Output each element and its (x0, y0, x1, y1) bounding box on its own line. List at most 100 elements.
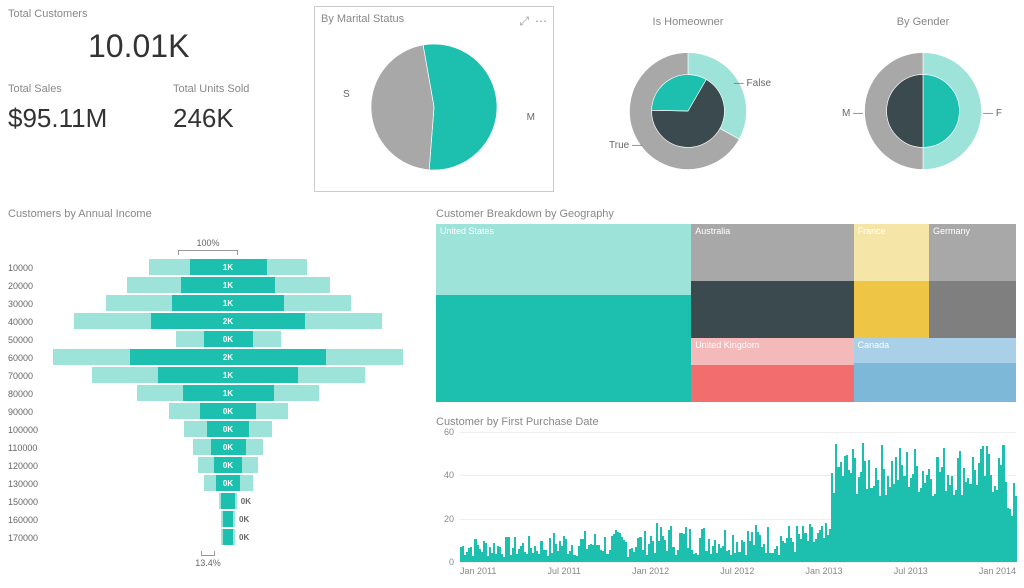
funnel-value-label: 0K (239, 515, 249, 524)
chart-title: By Gender (828, 16, 1018, 28)
donut-label-false: — False (734, 78, 771, 89)
chart-title: By Marital Status (321, 13, 404, 25)
funnel-top-bracket (178, 250, 238, 255)
purchase-y-axis: 0204060 (436, 432, 458, 562)
funnel-row[interactable]: 0K (48, 403, 408, 419)
funnel-value-label: 0K (223, 479, 233, 488)
income-category: 70000 (8, 367, 48, 385)
pie-slice-label: M (527, 112, 535, 123)
income-category: 40000 (8, 313, 48, 331)
income-category: 90000 (8, 403, 48, 421)
funnel-value-label: 0K (223, 461, 233, 470)
x-tick-label: Jan 2012 (632, 566, 669, 576)
kpi-total-units[interactable]: Total Units Sold 246K (173, 83, 308, 134)
chart-title: Is Homeowner (588, 16, 788, 28)
treemap-cell[interactable]: United States (436, 224, 691, 295)
x-tick-label: Jan 2013 (806, 566, 843, 576)
homeowner-donut-chart[interactable] (623, 46, 753, 176)
treemap-cell[interactable]: Canada (854, 338, 1016, 363)
treemap-cell[interactable] (436, 295, 691, 402)
funnel-row[interactable]: 0K (48, 475, 408, 491)
funnel-value-label: 0K (223, 425, 233, 434)
treemap-cell[interactable] (854, 281, 929, 338)
funnel-value-label: 1K (223, 263, 233, 272)
kpi-area: Total Customers 10.01K Total Sales $95.1… (8, 8, 308, 134)
funnel-value-label: 0K (239, 533, 249, 542)
funnel-value-label: 0K (241, 497, 251, 506)
income-category: 30000 (8, 295, 48, 313)
marital-status-tile[interactable]: By Marital Status ⤢ ⋯ M S (314, 6, 554, 192)
purchase-x-axis: Jan 2011Jul 2011Jan 2012Jul 2012Jan 2013… (460, 566, 1016, 576)
treemap-cell[interactable] (854, 363, 1016, 402)
funnel-value-label: 1K (223, 299, 233, 308)
funnel-row[interactable]: 0K (48, 421, 408, 437)
funnel-row[interactable]: 0K (48, 511, 408, 527)
funnel-row[interactable]: 1K (48, 277, 408, 293)
income-tile[interactable]: Customers by Annual Income 100% 10000200… (8, 208, 408, 580)
funnel-value-label: 2K (223, 317, 233, 326)
funnel-value-label: 2K (223, 353, 233, 362)
treemap-cell[interactable] (929, 281, 1016, 338)
income-category: 20000 (8, 277, 48, 295)
income-y-axis: 1000020000300004000050000600007000080000… (8, 259, 48, 547)
treemap-cell[interactable] (691, 281, 853, 338)
funnel-value-label: 0K (223, 407, 233, 416)
donut-label-true: True — (609, 140, 642, 151)
funnel-row[interactable]: 1K (48, 367, 408, 383)
chart-title: Customers by Annual Income (8, 208, 408, 220)
kpi-value: 10.01K (88, 28, 308, 65)
purchase-tile[interactable]: Customer by First Purchase Date 0204060 … (436, 416, 1016, 584)
funnel-bottom-label: 13.4% (8, 558, 408, 568)
treemap-cell[interactable]: United Kingdom (691, 338, 853, 365)
treemap-cell[interactable]: France (854, 224, 929, 281)
homeowner-tile[interactable]: Is Homeowner — False True — (588, 16, 788, 181)
funnel-row[interactable]: 2K (48, 313, 408, 329)
x-tick-label: Jan 2011 (460, 566, 496, 576)
funnel-row[interactable]: 0K (48, 331, 408, 347)
focus-mode-icon[interactable]: ⤢ (519, 14, 529, 29)
funnel-row[interactable]: 0K (48, 529, 408, 545)
more-options-icon[interactable]: ⋯ (535, 14, 547, 29)
income-category: 50000 (8, 331, 48, 349)
income-category: 60000 (8, 349, 48, 367)
funnel-value-label: 1K (223, 389, 233, 398)
donut-label-m: M — (842, 108, 863, 119)
gender-tile[interactable]: By Gender — F M — (828, 16, 1018, 181)
funnel-value-label: 0K (223, 443, 233, 452)
funnel-row[interactable]: 0K (48, 457, 408, 473)
kpi-label: Total Sales (8, 83, 143, 95)
kpi-total-customers[interactable]: Total Customers 10.01K (8, 8, 308, 65)
purchase-column[interactable] (1015, 496, 1017, 562)
income-category: 150000 (8, 493, 48, 511)
kpi-value: $95.11M (8, 103, 143, 134)
marital-pie-chart[interactable] (364, 37, 504, 177)
treemap-cell[interactable]: Germany (929, 224, 1016, 281)
funnel-row[interactable]: 1K (48, 295, 408, 311)
kpi-total-sales[interactable]: Total Sales $95.11M (8, 83, 143, 134)
income-category: 120000 (8, 457, 48, 475)
purchase-columns[interactable] (460, 432, 1016, 562)
funnel-value-label: 1K (223, 371, 233, 380)
donut-label-f: — F (983, 108, 1002, 119)
funnel-row[interactable]: 1K (48, 385, 408, 401)
treemap-cell[interactable]: Australia (691, 224, 853, 281)
income-category: 80000 (8, 385, 48, 403)
kpi-label: Total Customers (8, 8, 308, 20)
funnel-row[interactable]: 2K (48, 349, 408, 365)
gender-donut-chart[interactable] (858, 46, 988, 176)
income-category: 160000 (8, 511, 48, 529)
funnel-value-label: 1K (223, 281, 233, 290)
funnel-row[interactable]: 0K (48, 493, 408, 509)
treemap-body[interactable]: United StatesAustralia United Kingdom Fran… (436, 224, 1016, 402)
funnel-value-label: 0K (223, 335, 233, 344)
income-category: 10000 (8, 259, 48, 277)
income-funnel-bars[interactable]: 1K 1K 1K 2K 0K 2K 1K 1K 0K 0K 0K 0K 0K 0K 0K 0K (48, 259, 408, 547)
x-tick-label: Jul 2013 (894, 566, 928, 576)
treemap-cell[interactable] (691, 365, 853, 402)
x-tick-label: Jul 2012 (720, 566, 754, 576)
treemap-tile[interactable]: Customer Breakdown by Geography United S… (436, 208, 1016, 403)
income-category: 170000 (8, 529, 48, 547)
x-tick-label: Jan 2014 (979, 566, 1016, 576)
funnel-row[interactable]: 1K (48, 259, 408, 275)
funnel-row[interactable]: 0K (48, 439, 408, 455)
